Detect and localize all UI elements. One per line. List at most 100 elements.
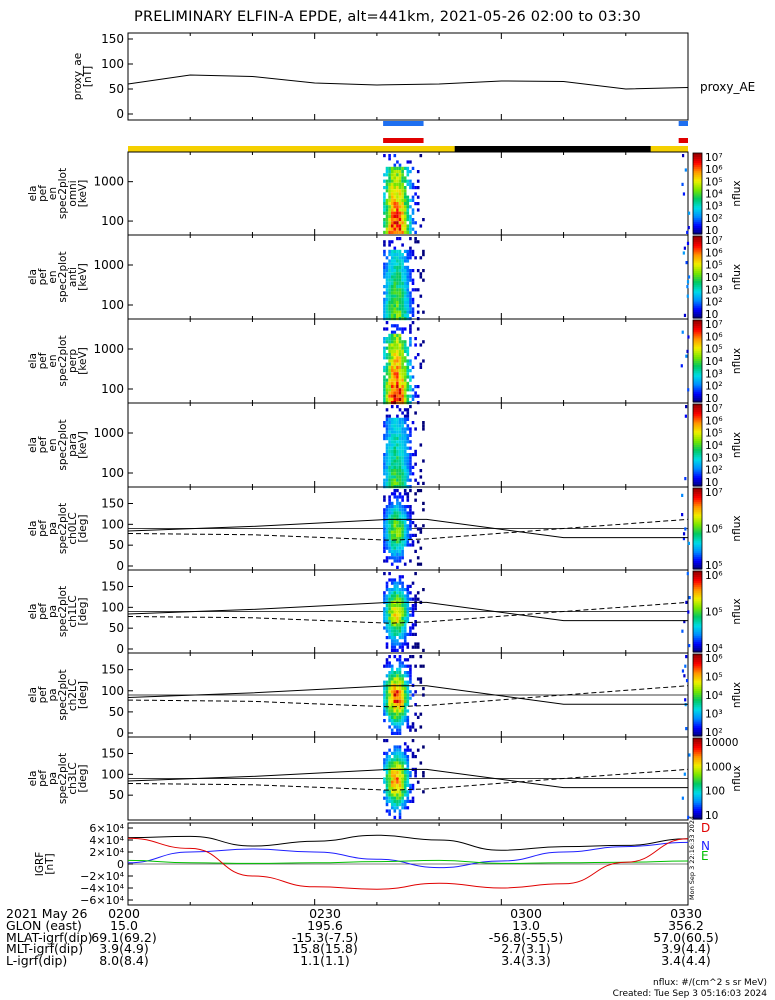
colorbar-label: nflux [731,180,743,206]
colorbar [692,570,703,653]
ephemeris-label: 2021 May 26 [6,906,88,921]
svg-text:en: en [47,270,59,283]
y-tick-label: 150 [101,497,124,511]
svg-text:pef: pef [37,603,49,620]
ephemeris-value: 356.2 [668,917,704,933]
spectrogram-pixels [383,655,689,735]
colorbar-tick: 10⁶ [705,570,723,582]
colorbar-tick: 10³ [705,201,723,213]
y-tick-label: 100 [101,466,124,480]
anti-loss-cone-line [127,601,689,624]
colorbar-tick: 10 [705,477,718,489]
colorbar-label: nflux [731,432,743,458]
anti-loss-cone-line [127,518,689,541]
y-tick-label: 50 [109,538,124,552]
svg-text:proxy_ae: proxy_ae [72,53,84,100]
colorbar-tick: 10³ [705,368,723,380]
svg-text:pa: pa [47,522,59,535]
svg-text:[keV]: [keV] [77,431,89,459]
y-tick-label: 0 [116,642,124,656]
ephemeris-table: 2021 May 26 0200 0230 0300 0330 GLON (east) 15… [6,906,766,969]
colorbar-tick: 10⁶ [705,415,723,427]
loss-cone-line [127,601,688,622]
colorbar-tick: 10 [705,810,718,822]
colorbar-tick: 10⁷ [705,487,723,499]
y-tick-label: 2×10⁴ [89,846,124,859]
colorbar-tick: 10⁶ [705,247,723,259]
svg-text:ela: ela [27,269,39,285]
spectrogram-pixels [383,405,688,489]
colorbar-tick: 10⁴ [705,643,723,655]
ephemeris-label: MLT-igrf(dip) [6,941,84,957]
svg-text:en: en [47,438,59,451]
colorbar-tick: 10⁵ [705,672,723,684]
ephemeris-value: 2.7(3.1) [501,941,551,957]
ephemeris-value: 15.8(15.8) [292,941,358,957]
svg-text:spec2plot: spec2plot [57,753,69,804]
colorbar [692,235,703,319]
svg-text:pef: pef [37,770,49,787]
y-tick-label: 50 [109,82,124,96]
ephemeris-value: 3.4(4.4) [661,953,711,969]
svg-text:pef: pef [37,268,49,285]
colorbar [692,487,703,570]
spectrogram-pixels [383,739,691,819]
y-tick-label: 50 [109,621,124,635]
svg-text:para: para [67,433,79,457]
colorbar-tick: 10⁵ [705,176,723,188]
spectrogram-pixels [383,321,690,405]
svg-text:[deg]: [deg] [77,765,89,793]
y-tick-label: −4×10⁴ [80,882,124,895]
colorbar-tick: 10⁶ [705,331,723,343]
igrf-line-D [127,834,689,851]
colorbar [692,653,703,737]
night-indicator [454,146,651,152]
ephemeris-value: 0200 [108,906,140,921]
panel-frame [127,151,689,236]
colorbar-tick: 10 [705,309,718,321]
colorbar-tick: 10³ [705,284,723,296]
chart-title: PRELIMINARY ELFIN-A EPDE, alt=441km, 202… [134,9,641,25]
colorbar-tick: 10⁷ [705,235,723,247]
y-tick-label: 0 [116,726,124,740]
loss-cone-line [127,768,688,789]
colorbar-tick: 10⁵ [705,607,723,619]
anti-loss-cone-line [127,685,689,708]
svg-text:en: en [47,354,59,367]
colorbar-tick: 10⁴ [705,189,723,201]
ephemeris-value: 0330 [670,906,702,921]
svg-text:ch0LC: ch0LC [67,512,79,544]
svg-text:pa: pa [47,605,59,618]
y-tick-label: 0 [116,559,124,573]
y-tick-label: 1000 [93,426,124,440]
colorbar-tick: 1000 [705,761,732,773]
spectrogram-pixels [383,154,691,234]
colorbar-tick: 10⁵ [705,260,723,272]
svg-text:[keV]: [keV] [77,180,89,208]
colorbar-tick: 10⁴ [705,690,723,702]
colorbar-tick: 10² [705,727,723,739]
svg-text:[keV]: [keV] [77,347,89,375]
ephemeris-value: 3.9(4.9) [99,941,149,957]
ephemeris-value: 8.0(8.4) [99,953,149,969]
svg-text:pef: pef [37,436,49,453]
ephemeris-value: 3.9(4.4) [661,941,711,957]
svg-text:pef: pef [37,686,49,703]
loss-cone-line [127,685,688,705]
svg-text:spec2plot: spec2plot [57,335,69,386]
colorbar-tick: 10⁴ [705,440,723,452]
footer-units: nflux: #/(cm^2 s sr MeV) [653,978,767,988]
y-tick-label: 150 [101,32,124,46]
colorbar [692,152,703,235]
ephemeris-value: 0230 [309,906,341,921]
loss-cone-line [127,518,688,539]
ephemeris-value: 0300 [510,906,542,921]
colorbar-tick: 10⁶ [705,164,723,176]
colorbar [692,319,703,403]
igrf-legend-D: D [701,821,710,835]
y-tick-label: 100 [101,382,124,396]
spectrogram-pixels [383,237,691,321]
svg-text:[deg]: [deg] [77,515,89,543]
